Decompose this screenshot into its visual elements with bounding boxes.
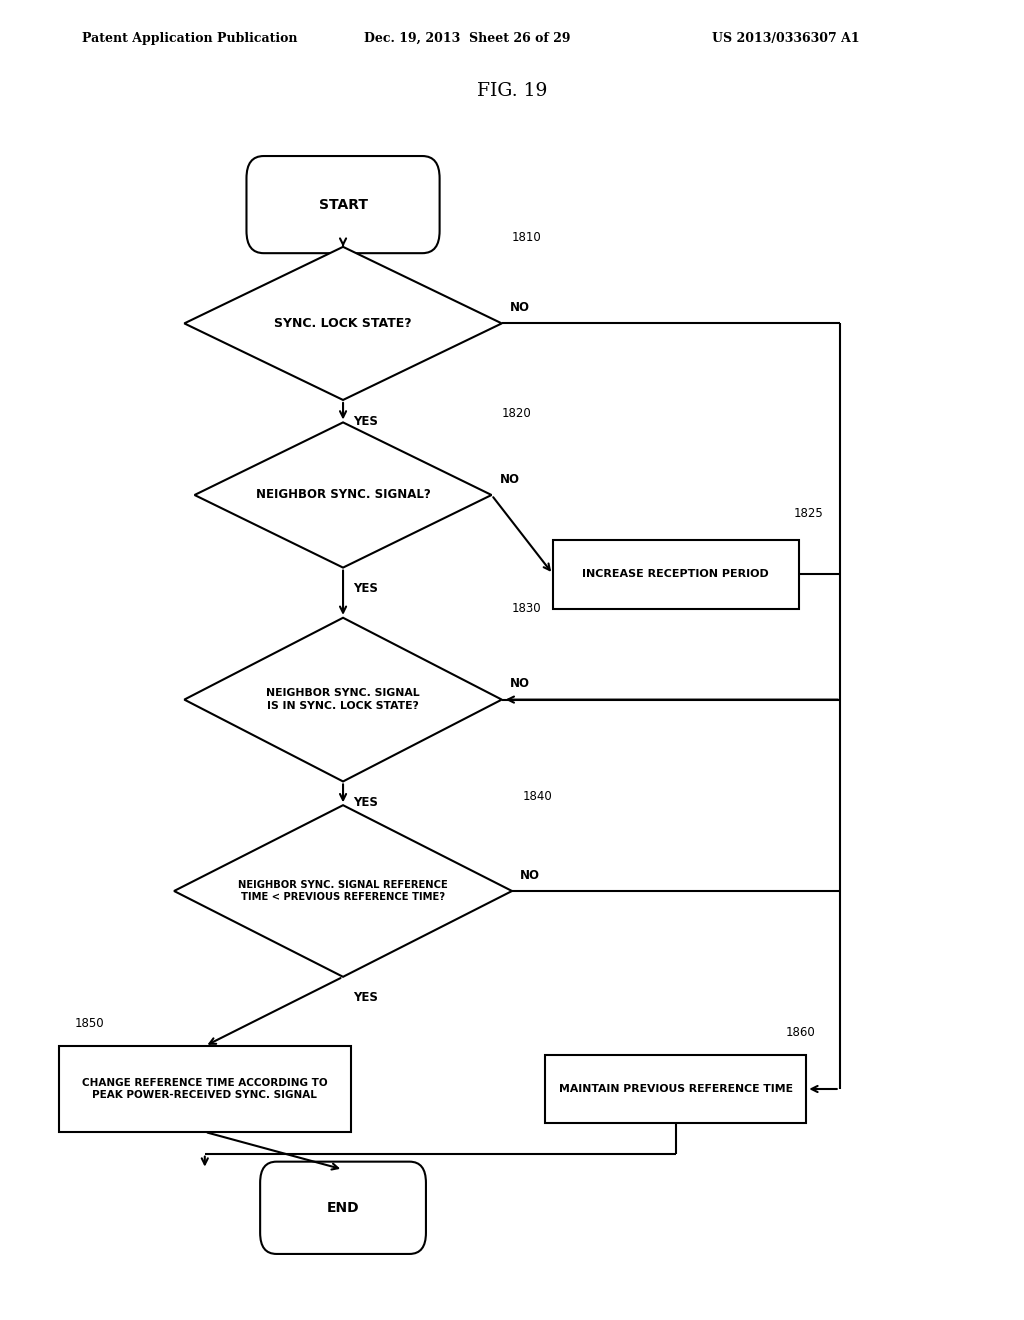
Text: 1825: 1825 [794,507,823,520]
FancyBboxPatch shape [260,1162,426,1254]
Text: Dec. 19, 2013  Sheet 26 of 29: Dec. 19, 2013 Sheet 26 of 29 [364,32,570,45]
Text: NEIGHBOR SYNC. SIGNAL?: NEIGHBOR SYNC. SIGNAL? [256,488,430,502]
Text: NEIGHBOR SYNC. SIGNAL
IS IN SYNC. LOCK STATE?: NEIGHBOR SYNC. SIGNAL IS IN SYNC. LOCK S… [266,689,420,710]
Text: NO: NO [510,677,530,690]
Text: US 2013/0336307 A1: US 2013/0336307 A1 [712,32,859,45]
Polygon shape [184,618,502,781]
Text: 1810: 1810 [512,231,542,244]
Bar [545,1055,807,1123]
Text: YES: YES [353,796,378,809]
Polygon shape [184,247,502,400]
Polygon shape [174,805,512,977]
Text: NEIGHBOR SYNC. SIGNAL REFERENCE
TIME < PREVIOUS REFERENCE TIME?: NEIGHBOR SYNC. SIGNAL REFERENCE TIME < P… [239,880,447,902]
Bar [59,1045,350,1133]
Text: NO: NO [500,473,520,486]
Text: END: END [327,1201,359,1214]
Text: START: START [318,198,368,211]
Polygon shape [195,422,492,568]
FancyBboxPatch shape [247,156,439,253]
Text: Patent Application Publication: Patent Application Publication [82,32,297,45]
Text: YES: YES [353,991,378,1005]
Text: 1860: 1860 [786,1026,816,1039]
Text: SYNC. LOCK STATE?: SYNC. LOCK STATE? [274,317,412,330]
Text: CHANGE REFERENCE TIME ACCORDING TO
PEAK POWER-RECEIVED SYNC. SIGNAL: CHANGE REFERENCE TIME ACCORDING TO PEAK … [82,1078,328,1100]
Text: YES: YES [353,582,378,595]
Text: 1840: 1840 [522,789,552,803]
Text: INCREASE RECEPTION PERIOD: INCREASE RECEPTION PERIOD [583,569,769,579]
Text: NO: NO [520,869,541,882]
Text: 1830: 1830 [512,602,542,615]
Text: MAINTAIN PREVIOUS REFERENCE TIME: MAINTAIN PREVIOUS REFERENCE TIME [559,1084,793,1094]
Text: 1820: 1820 [502,407,531,420]
Text: YES: YES [353,414,378,428]
Text: NO: NO [510,301,530,314]
Text: FIG. 19: FIG. 19 [477,82,547,100]
Bar [553,540,799,609]
Text: 1850: 1850 [75,1018,103,1030]
